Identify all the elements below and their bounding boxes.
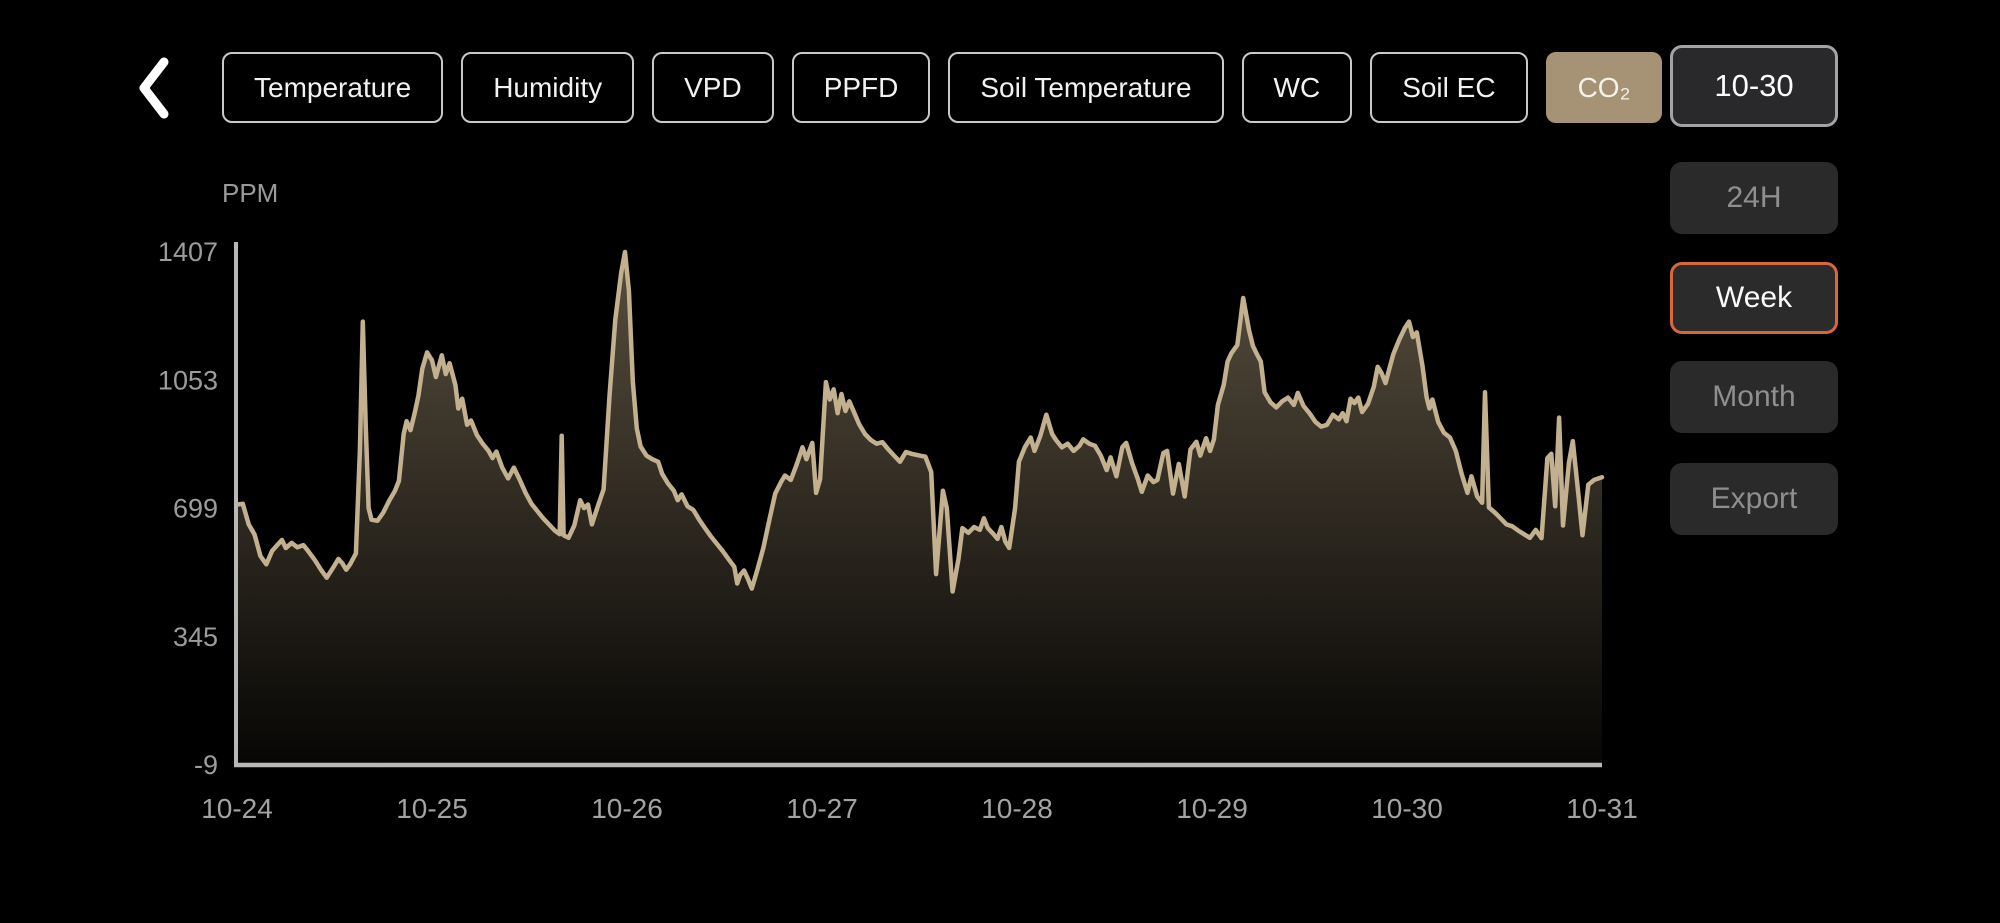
svg-text:699: 699 [173,494,218,524]
tab-co2[interactable]: CO₂ [1545,52,1663,123]
chart-series-line [234,249,1605,594]
svg-text:345: 345 [173,622,218,652]
svg-text:10-24: 10-24 [201,793,273,824]
date-button[interactable]: 10-30 [1670,45,1838,127]
export-button[interactable]: Export [1670,463,1838,535]
metric-tabbar: Temperature Humidity VPD PPFD Soil Temperatu… [222,52,1663,123]
range-button-24h[interactable]: 24H [1670,162,1838,234]
svg-text:-9: -9 [194,750,218,780]
svg-text:10-25: 10-25 [396,793,468,824]
svg-text:10-29: 10-29 [1176,793,1248,824]
chevron-left-icon [139,57,169,119]
chart-area-fill [237,252,1602,765]
tab-wc[interactable]: WC [1241,52,1353,123]
y-axis-tick-labels: 1407 1053 699 345 -9 [158,237,218,780]
svg-text:10-31: 10-31 [1566,793,1638,824]
svg-text:1407: 1407 [158,237,218,267]
back-button[interactable] [136,56,176,120]
svg-text:1053: 1053 [158,365,218,395]
svg-text:10-28: 10-28 [981,793,1053,824]
tab-temperature[interactable]: Temperature [222,52,444,123]
tab-soil-temperature[interactable]: Soil Temperature [948,52,1224,123]
chart-axes [234,242,1602,768]
tab-ppfd[interactable]: PPFD [791,52,931,123]
range-button-week[interactable]: Week [1670,262,1838,334]
tab-humidity[interactable]: Humidity [461,52,635,123]
svg-text:10-26: 10-26 [591,793,663,824]
y-axis-unit-label: PPM [222,178,279,208]
x-axis-tick-labels: 10-24 10-25 10-26 10-27 10-28 10-29 10-30 10-31 [201,793,1638,824]
tab-vpd[interactable]: VPD [652,52,774,123]
tab-soil-ec[interactable]: Soil EC [1370,52,1528,123]
range-button-month[interactable]: Month [1670,361,1838,433]
svg-text:10-30: 10-30 [1371,793,1443,824]
svg-text:10-27: 10-27 [786,793,858,824]
